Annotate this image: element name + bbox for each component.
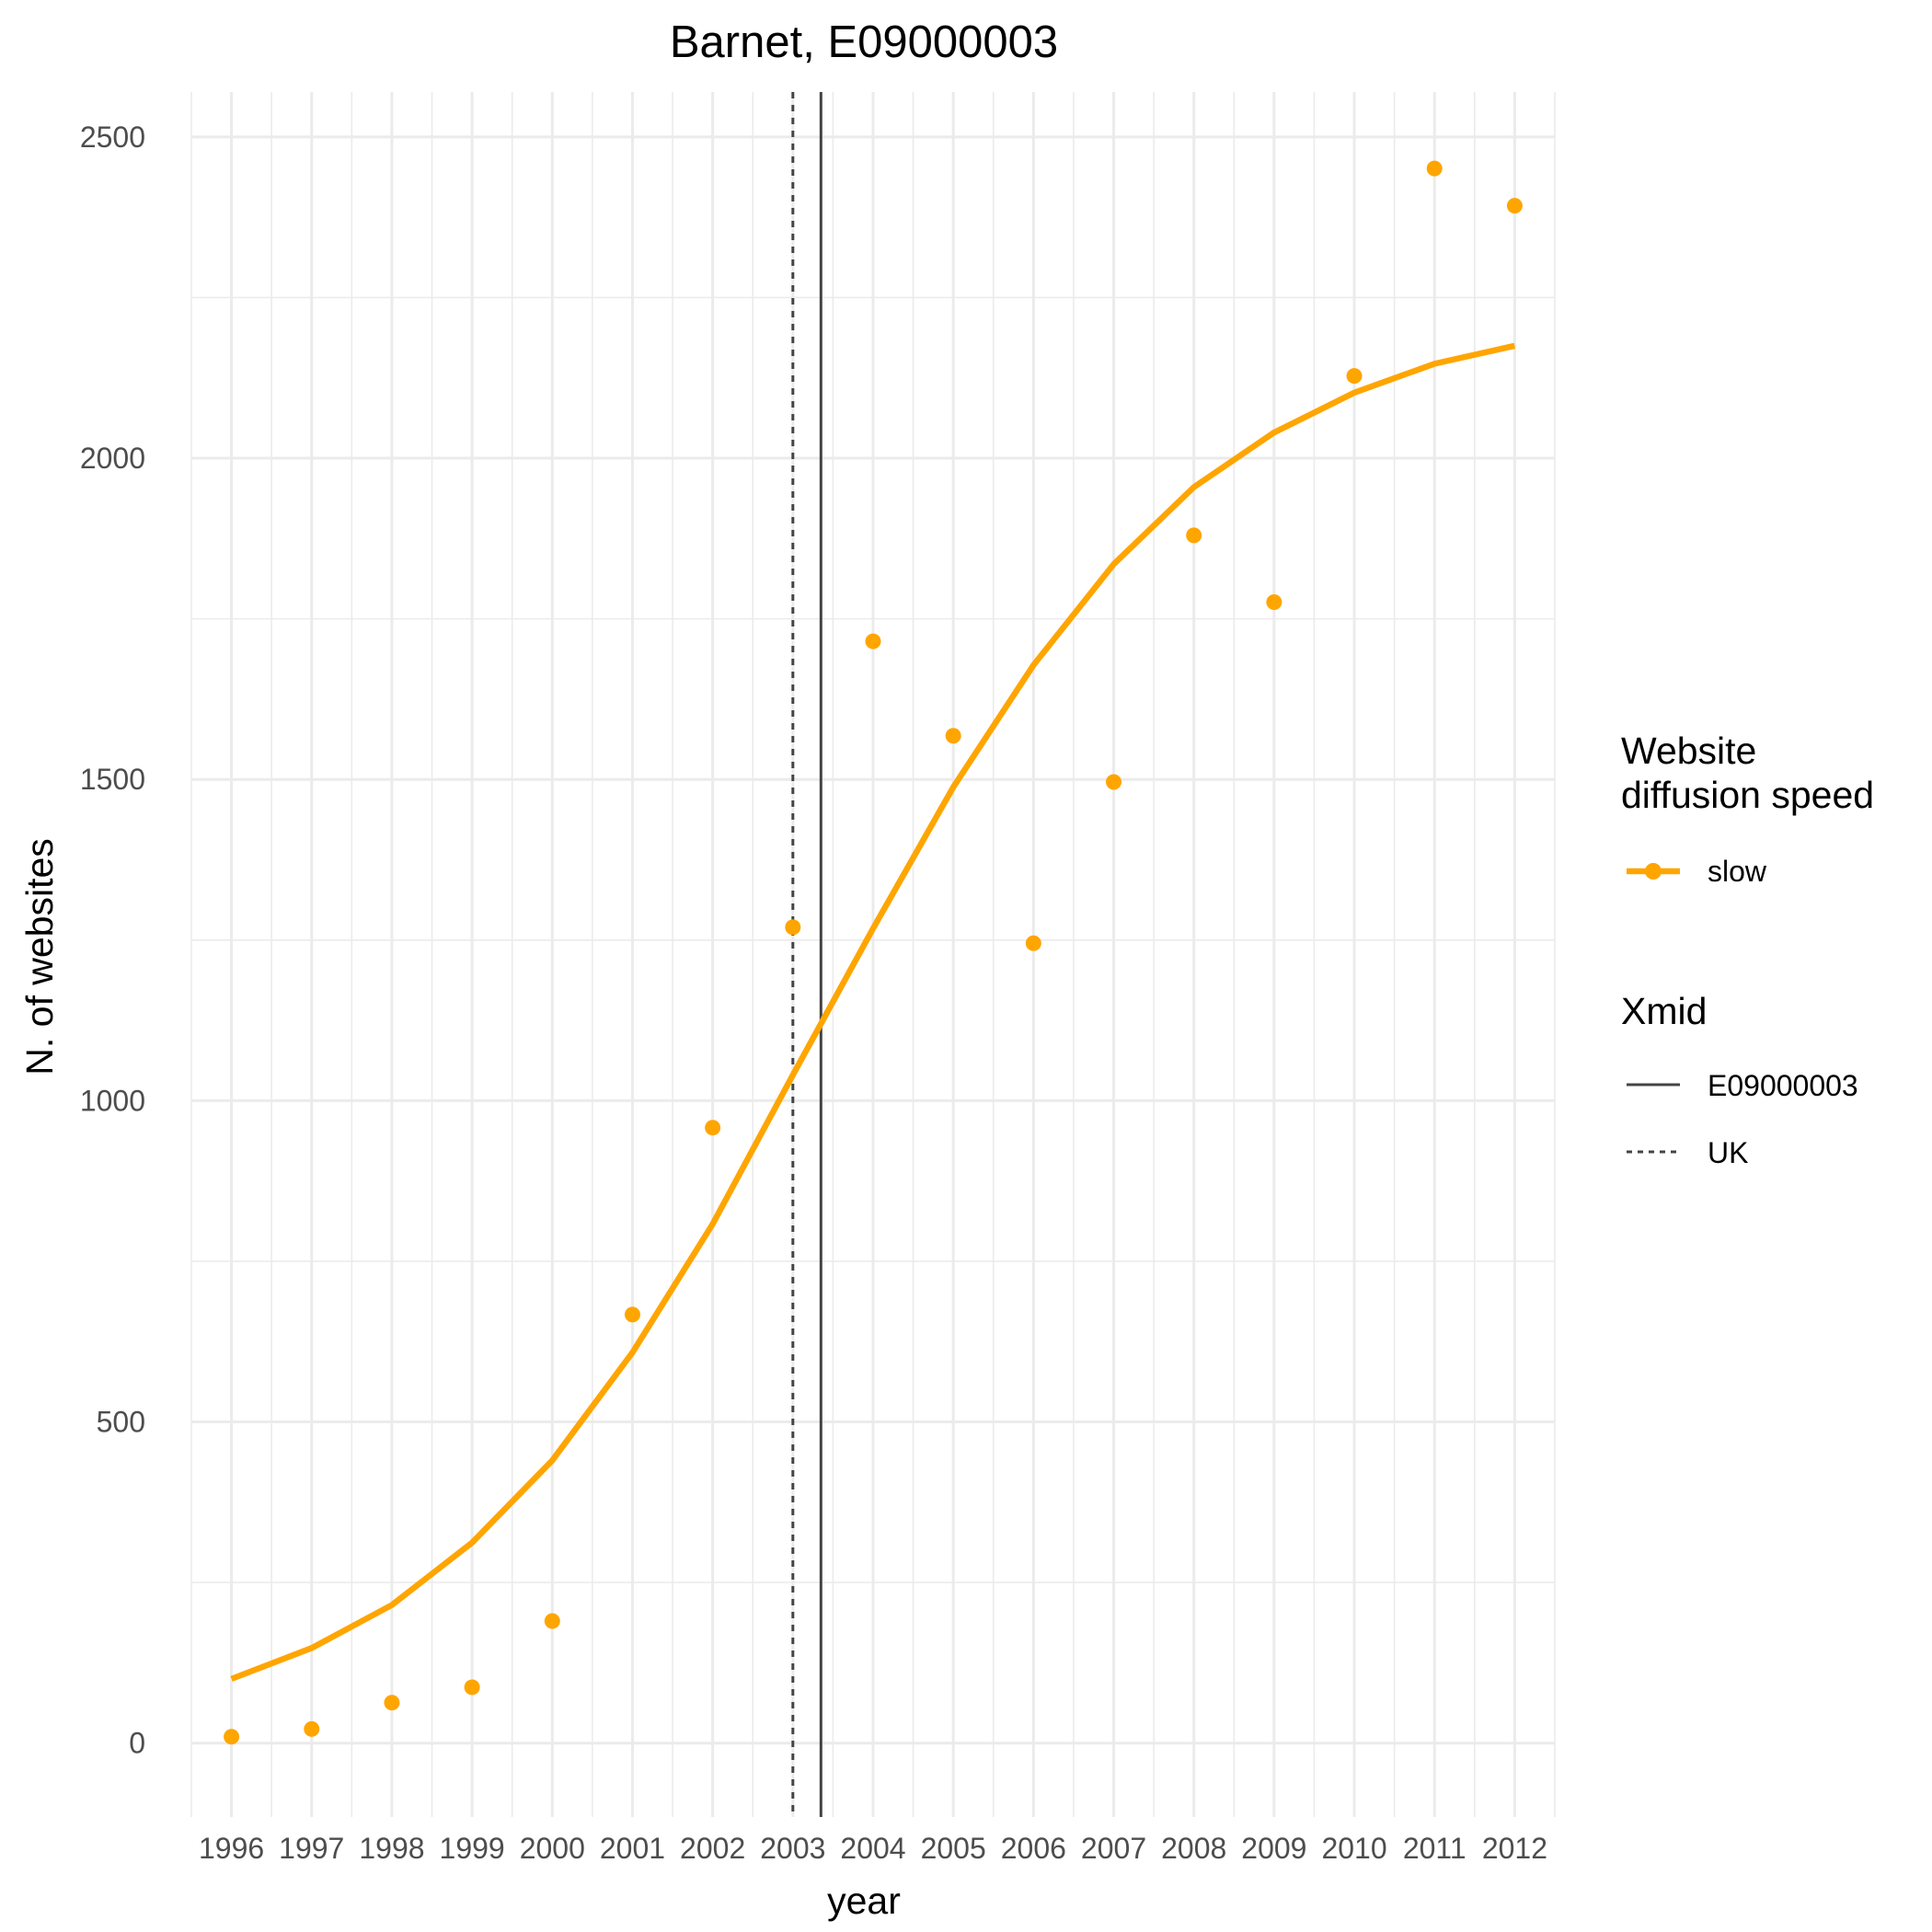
- data-point-2002: [705, 1120, 721, 1136]
- grid: [190, 92, 1556, 1817]
- legend-title-speed-line-1: Website: [1621, 730, 1756, 772]
- x-tick-label: 1998: [359, 1832, 424, 1865]
- data-point-2005: [945, 728, 961, 744]
- y-axis-ticks: 0 500 1000 1500 2000 2500: [80, 121, 145, 1760]
- y-tick-label: 2000: [80, 442, 145, 475]
- data-point-2007: [1106, 774, 1122, 790]
- x-tick-label: 1996: [199, 1832, 264, 1865]
- x-tick-label: 2010: [1321, 1832, 1386, 1865]
- x-tick-label: 2007: [1081, 1832, 1146, 1865]
- legend-label-uk: UK: [1708, 1136, 1748, 1169]
- y-axis-title: N. of websites: [18, 838, 61, 1075]
- legend-title-xmid: Xmid: [1621, 990, 1707, 1032]
- legend-key-slow-point: [1645, 863, 1662, 880]
- data-point-2008: [1186, 527, 1202, 544]
- data-point-2012: [1506, 198, 1523, 214]
- data-point-1996: [224, 1729, 240, 1745]
- legend: Website diffusion speed slow Xmid E09000…: [1621, 730, 1874, 1169]
- data-point-2003: [785, 919, 801, 936]
- x-tick-label: 2005: [921, 1832, 986, 1865]
- data-point-2001: [624, 1306, 640, 1323]
- y-tick-label: 500: [97, 1406, 145, 1439]
- x-tick-label: 2004: [840, 1832, 905, 1865]
- x-axis-title: year: [827, 1880, 901, 1922]
- y-tick-label: 2500: [80, 121, 145, 154]
- x-tick-label: 2002: [680, 1832, 745, 1865]
- reference-lines: [791, 92, 822, 1817]
- x-axis-ticks: 1996 1997 1998 1999 2000 2001 2002 2003 2004 2005…: [199, 1832, 1547, 1865]
- data-point-2010: [1346, 368, 1363, 385]
- data-point-2009: [1266, 593, 1282, 610]
- legend-label-e09000003: E09000003: [1708, 1069, 1858, 1102]
- data-point-2011: [1426, 160, 1443, 177]
- x-tick-label: 2012: [1482, 1832, 1547, 1865]
- observed-points-layer: [224, 160, 1523, 1745]
- x-tick-label: 2003: [760, 1832, 825, 1865]
- x-tick-label: 2001: [600, 1832, 665, 1865]
- x-tick-label: 2011: [1403, 1832, 1466, 1865]
- x-tick-label: 2006: [1001, 1832, 1066, 1865]
- legend-label-slow: slow: [1708, 855, 1767, 888]
- data-point-1998: [384, 1695, 400, 1711]
- data-point-2000: [544, 1613, 560, 1629]
- chart-title: Barnet, E09000003: [670, 17, 1058, 67]
- data-point-2006: [1025, 935, 1041, 951]
- x-tick-label: 2000: [520, 1832, 585, 1865]
- y-tick-label: 1000: [80, 1084, 145, 1117]
- x-tick-label: 2008: [1161, 1832, 1226, 1865]
- x-tick-label: 2009: [1241, 1832, 1306, 1865]
- data-point-2004: [865, 633, 881, 650]
- y-tick-label: 0: [129, 1727, 145, 1760]
- fitted-curve-layer: [230, 342, 1516, 1682]
- legend-title-speed-line-2: diffusion speed: [1621, 774, 1874, 816]
- fitted-series-line: [230, 342, 1516, 1682]
- data-point-1997: [304, 1720, 320, 1737]
- x-tick-label: 1999: [440, 1832, 505, 1865]
- y-tick-label: 1500: [80, 763, 145, 796]
- data-point-1999: [464, 1679, 480, 1696]
- x-tick-label: 1997: [279, 1832, 344, 1865]
